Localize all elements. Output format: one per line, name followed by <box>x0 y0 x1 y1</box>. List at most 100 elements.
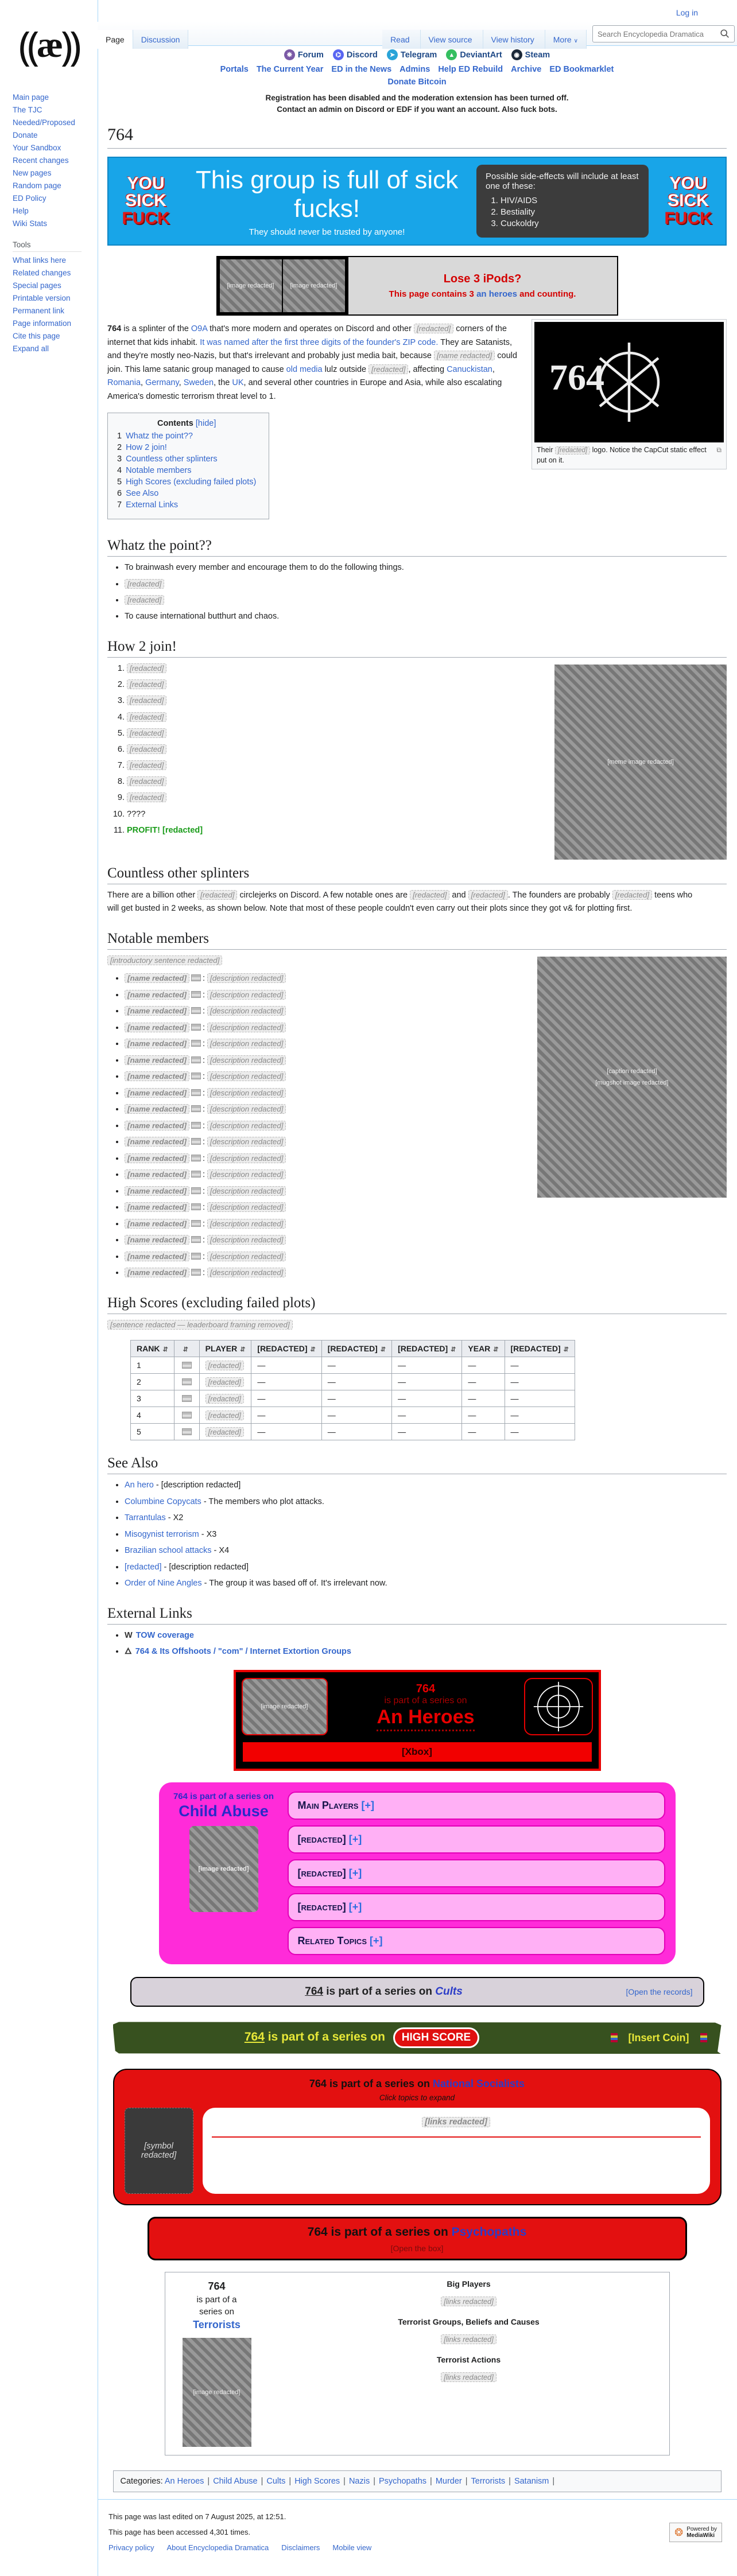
series-title-child-abuse[interactable]: Child Abuse <box>179 1802 269 1820</box>
seealso-link[interactable]: [redacted] <box>125 1562 162 1572</box>
series-title-terrorists[interactable]: Terrorists <box>193 2319 241 2331</box>
seealso-link[interactable]: Misogynist terrorism <box>125 1529 199 1539</box>
toc-item[interactable]: 2 How 2 join! <box>117 443 167 453</box>
category-link[interactable]: Child Abuse <box>213 2477 258 2486</box>
category-link[interactable]: Nazis <box>348 2477 370 2486</box>
portal-link[interactable]: Admins <box>399 65 430 74</box>
toc-item[interactable]: 7 External Links <box>117 500 179 510</box>
member-name-link[interactable]: [name redacted] <box>125 1006 189 1016</box>
sort-icon[interactable]: ⇵ <box>493 1346 499 1354</box>
member-name-link[interactable]: [name redacted] <box>125 1235 189 1245</box>
table-header-cell[interactable]: [REDACTED] ⇵ <box>251 1340 322 1358</box>
portal-link[interactable]: Portals <box>220 65 249 74</box>
toc-item[interactable]: 1 Whatz the point?? <box>117 432 193 441</box>
social-link[interactable]: ⌬ Discord <box>332 49 378 60</box>
category-link[interactable]: High Scores <box>294 2477 340 2486</box>
sidebar-item[interactable]: ED Policy <box>13 194 46 203</box>
member-name-link[interactable]: [name redacted] <box>125 1055 189 1065</box>
category-link[interactable]: Cults <box>266 2477 286 2486</box>
toc-hide-toggle[interactable]: [hide] <box>195 419 216 429</box>
seealso-link[interactable]: Tarrantulas <box>125 1513 166 1523</box>
table-header-cell[interactable]: [REDACTED] ⇵ <box>391 1340 463 1358</box>
page-tab[interactable]: Page <box>98 30 133 49</box>
sidebar-tool-item[interactable]: Special pages <box>13 281 61 290</box>
table-header-cell[interactable]: ⇵ <box>173 1340 200 1358</box>
search-input[interactable] <box>592 25 735 42</box>
portal-link[interactable]: ED Bookmarklet <box>549 65 614 74</box>
expand-plus-icon[interactable]: [+] <box>348 1901 362 1913</box>
member-name-link[interactable]: [name redacted] <box>125 989 189 1000</box>
toc-item[interactable]: 3 Countless other splinters <box>117 454 218 464</box>
member-name-link[interactable]: [name redacted] <box>125 1170 189 1180</box>
external-link[interactable]: TOW coverage <box>135 1630 194 1640</box>
toc-item[interactable]: 4 Notable members <box>117 466 192 476</box>
footer-link[interactable]: Privacy policy <box>108 2543 154 2552</box>
donate-bitcoin-link[interactable]: Donate Bitcoin <box>387 77 447 87</box>
sidebar-item[interactable]: Wiki Stats <box>13 219 48 228</box>
portal-link[interactable]: Help ED Rebuild <box>438 65 503 74</box>
category-link[interactable]: Psychopaths <box>379 2477 427 2486</box>
series-expand-row[interactable]: Related Topics [+] <box>287 1927 665 1956</box>
member-name-link[interactable]: [name redacted] <box>125 1022 189 1032</box>
table-header-cell[interactable]: PLAYER ⇵ <box>199 1340 252 1358</box>
view-tab[interactable]: View history <box>483 30 545 49</box>
seealso-link[interactable]: Columbine Copycats <box>125 1497 201 1506</box>
expand-plus-icon[interactable]: [+] <box>348 1867 362 1879</box>
social-link[interactable]: ❋ Forum <box>284 49 324 60</box>
series-title-ns[interactable]: National Socialists <box>433 2078 525 2090</box>
sidebar-item[interactable]: The TJC <box>13 106 42 114</box>
sort-icon[interactable]: ⇵ <box>162 1346 168 1354</box>
category-link[interactable]: Murder <box>435 2477 462 2486</box>
sidebar-item[interactable]: Your Sandbox <box>13 143 61 152</box>
sidebar-tool-item[interactable]: Related changes <box>13 269 71 277</box>
sort-icon[interactable]: ⇵ <box>240 1346 246 1354</box>
mediawiki-badge[interactable]: ❂ Powered by MediaWiki <box>669 2523 722 2543</box>
member-name-link[interactable]: [name redacted] <box>125 1104 189 1114</box>
insert-coin-link[interactable]: [Insert Coin] <box>628 2031 689 2043</box>
sidebar-item[interactable]: Needed/Proposed <box>13 118 75 127</box>
view-tab[interactable]: More ∨ <box>545 30 587 49</box>
series-title-an-heroes[interactable]: An Heroes <box>377 1706 475 1731</box>
portal-link[interactable]: ED in the News <box>331 65 392 74</box>
open-box-link[interactable]: [Open the box] <box>390 2244 444 2253</box>
magnify-icon[interactable]: ⧉ <box>716 446 722 454</box>
seealso-link[interactable]: Order of Nine Angles <box>125 1579 202 1588</box>
member-name-link[interactable]: [name redacted] <box>125 1071 189 1082</box>
series-expand-row[interactable]: [redacted] [+] <box>287 1859 665 1888</box>
series-title-cults[interactable]: Cults <box>435 1986 463 1998</box>
sidebar-item[interactable]: Random page <box>13 181 61 190</box>
member-name-link[interactable]: [name redacted] <box>125 1218 189 1229</box>
seealso-link[interactable]: Brazilian school attacks <box>125 1546 212 1556</box>
series-764-link[interactable]: 764 <box>305 1986 323 1998</box>
member-name-link[interactable]: [name redacted] <box>125 1137 189 1147</box>
footer-link[interactable]: Mobile view <box>332 2543 372 2552</box>
sort-icon[interactable]: ⇵ <box>380 1346 386 1354</box>
sidebar-item[interactable]: Recent changes <box>13 156 69 165</box>
sidebar-tool-item[interactable]: Printable version <box>13 294 71 302</box>
member-name-link[interactable]: [name redacted] <box>125 1120 189 1130</box>
sort-icon[interactable]: ⇵ <box>183 1346 188 1354</box>
sort-icon[interactable]: ⇵ <box>310 1346 316 1354</box>
xbox-button[interactable]: [Xbox] <box>241 1741 593 1763</box>
member-name-link[interactable]: [name redacted] <box>125 1153 189 1163</box>
an-heroes-link[interactable]: an heroes <box>476 289 517 300</box>
footer-link[interactable]: About Encyclopedia Dramatica <box>166 2543 269 2552</box>
seealso-link[interactable]: An hero <box>125 1481 154 1490</box>
toc-item[interactable]: 5 High Scores (excluding failed plots) <box>117 477 257 487</box>
table-header-cell[interactable]: YEAR ⇵ <box>461 1340 505 1358</box>
sidebar-tool-item[interactable]: Permanent link <box>13 306 65 315</box>
expand-plus-icon[interactable]: [+] <box>348 1833 362 1845</box>
member-name-link[interactable]: [name redacted] <box>125 1202 189 1213</box>
member-name-link[interactable]: [name redacted] <box>125 1251 189 1261</box>
member-name-link[interactable]: [name redacted] <box>125 1268 189 1278</box>
footer-link[interactable]: Disclaimers <box>281 2543 320 2552</box>
social-link[interactable]: ▲ DeviantArt <box>446 49 502 60</box>
external-link[interactable]: 764 & Its Offshoots / "com" / Internet E… <box>135 1646 351 1656</box>
ed-logo[interactable]: ⸨ æ ⸩ <box>6 5 92 85</box>
portal-link[interactable]: The Current Year <box>256 65 324 74</box>
sort-icon[interactable]: ⇵ <box>563 1346 569 1354</box>
social-link[interactable]: ➤ Telegram <box>386 49 437 60</box>
sidebar-item[interactable]: Main page <box>13 93 49 102</box>
table-header-cell[interactable]: RANK ⇵ <box>130 1340 174 1358</box>
sidebar-item[interactable]: New pages <box>13 169 52 177</box>
